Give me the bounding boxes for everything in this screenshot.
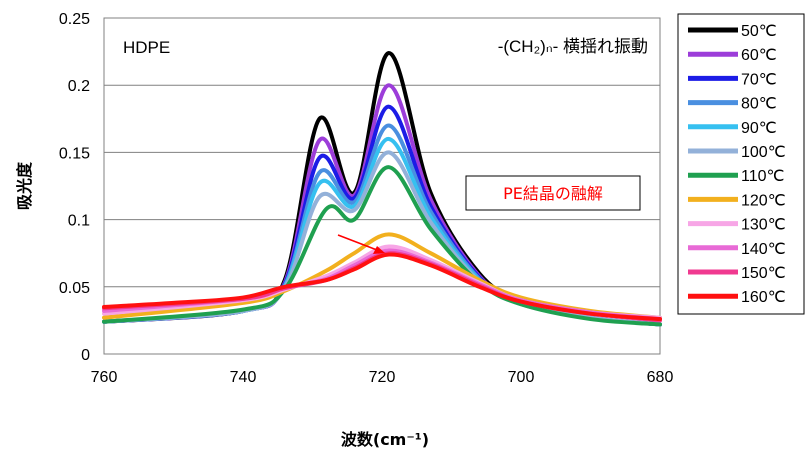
x-tick-label: 740 <box>230 369 257 386</box>
series-line-3 <box>102 104 662 327</box>
y-tick-label: 0.25 <box>59 11 90 28</box>
legend-label: 160℃ <box>741 289 786 306</box>
legend-label: 140℃ <box>741 241 786 258</box>
y-tick-label: 0.15 <box>59 145 90 162</box>
y-tick-label: 0.2 <box>68 78 90 95</box>
y-tick-label: 0 <box>81 347 90 364</box>
gridlines <box>104 84 660 288</box>
x-tick-label: 680 <box>647 369 674 386</box>
legend-label: 100℃ <box>741 144 786 161</box>
x-tick-label: 760 <box>91 369 118 386</box>
legend-label: 110℃ <box>741 168 784 185</box>
sample-label: HDPE <box>123 38 170 57</box>
x-tick-label: 720 <box>369 369 396 386</box>
plot-area-border <box>103 17 661 355</box>
y-axis-title: 吸光度 <box>15 161 34 210</box>
y-tick-label: 0.05 <box>59 280 90 297</box>
x-axis-title: 波数(cm⁻¹) <box>341 430 429 449</box>
legend-box <box>677 13 805 315</box>
series-line-7 <box>102 165 662 327</box>
melting-arrow-head <box>373 246 385 254</box>
y-tick-label: 0.1 <box>68 213 90 230</box>
legend-label: 50℃ <box>741 23 777 40</box>
legend-label: 90℃ <box>741 120 777 137</box>
x-tick-label: 700 <box>508 369 535 386</box>
legend: 50℃ 60℃ 70℃ 80℃ 90℃ 100℃ 110℃ 120℃ 130℃ 140℃ 150℃ 1… <box>688 23 786 306</box>
series-layer <box>102 50 662 327</box>
mode-label: -(CH₂)ₙ- 横揺れ振動 <box>498 37 648 56</box>
x-axis-ticks: 760 740 720 700 680 <box>91 369 674 386</box>
legend-label: 150℃ <box>741 265 786 282</box>
melting-label: PE結晶の融解 <box>503 184 603 203</box>
legend-label: 60℃ <box>741 47 777 64</box>
melting-arrow <box>337 234 378 251</box>
melting-label-box <box>465 175 641 211</box>
legend-label: 120℃ <box>741 192 786 209</box>
y-axis-ticks: 0 0.05 0.1 0.15 0.2 0.25 <box>59 11 90 364</box>
legend-label: 70℃ <box>741 71 777 88</box>
legend-label: 80℃ <box>741 96 777 113</box>
series-line-12 <box>102 252 662 322</box>
legend-label: 130℃ <box>741 217 786 234</box>
series-line-8 <box>102 232 662 320</box>
series-line-5 <box>102 136 662 327</box>
